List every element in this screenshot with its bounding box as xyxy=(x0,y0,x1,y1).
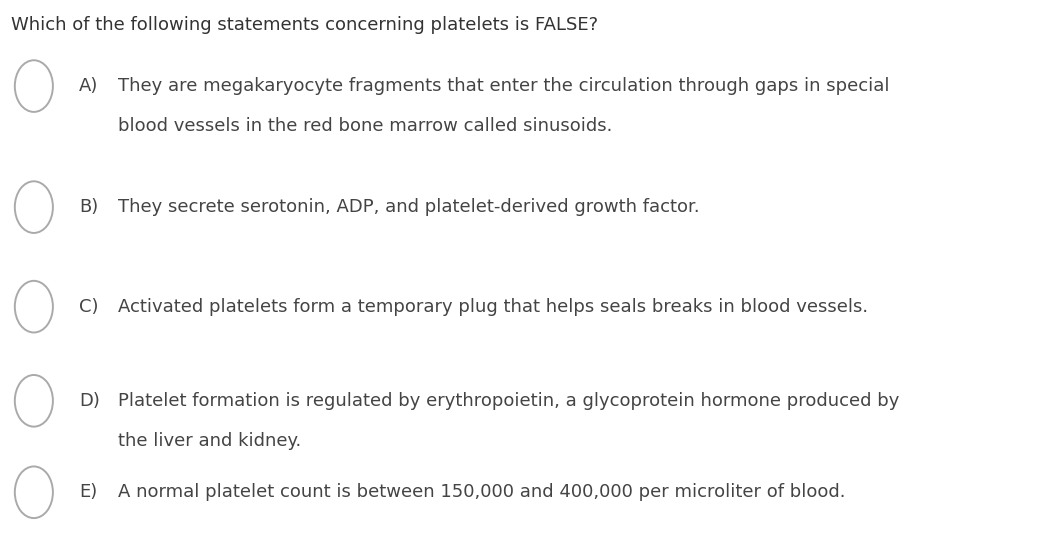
Text: the liver and kidney.: the liver and kidney. xyxy=(118,432,302,450)
Text: Activated platelets form a temporary plug that helps seals breaks in blood vesse: Activated platelets form a temporary plu… xyxy=(118,298,869,316)
Text: B): B) xyxy=(79,198,98,216)
Text: C): C) xyxy=(79,298,98,316)
Text: Platelet formation is regulated by erythropoietin, a glycoprotein hormone produc: Platelet formation is regulated by eryth… xyxy=(118,392,900,410)
Text: A): A) xyxy=(79,77,98,95)
Text: blood vessels in the red bone marrow called sinusoids.: blood vessels in the red bone marrow cal… xyxy=(118,117,613,136)
Text: D): D) xyxy=(79,392,101,410)
Text: A normal platelet count is between 150,000 and 400,000 per microliter of blood.: A normal platelet count is between 150,0… xyxy=(118,483,846,501)
Text: Which of the following statements concerning platelets is FALSE?: Which of the following statements concer… xyxy=(11,16,598,34)
Text: E): E) xyxy=(79,483,97,501)
Text: They are megakaryocyte fragments that enter the circulation through gaps in spec: They are megakaryocyte fragments that en… xyxy=(118,77,890,95)
Text: They secrete serotonin, ADP, and platelet-derived growth factor.: They secrete serotonin, ADP, and platele… xyxy=(118,198,700,216)
